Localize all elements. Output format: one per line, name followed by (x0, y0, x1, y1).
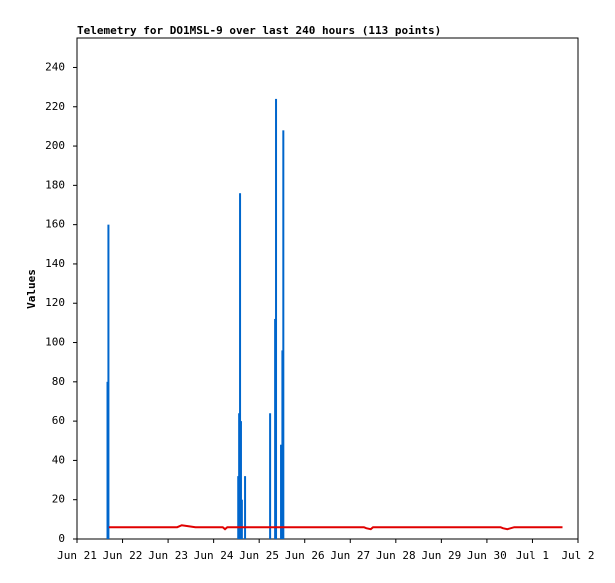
x-tick-label: Jun 23 (148, 549, 188, 562)
y-tick-label: 240 (45, 60, 65, 73)
x-tick-label: Jun 28 (376, 549, 416, 562)
y-tick-label: 60 (52, 414, 65, 427)
x-tick-label: Jun 27 (330, 549, 370, 562)
y-tick-label: 20 (52, 493, 65, 506)
y-tick-label: 220 (45, 100, 65, 113)
y-tick-label: 180 (45, 178, 65, 191)
bar (280, 444, 283, 539)
x-tick-label: Jun 30 (467, 549, 507, 562)
bar (239, 193, 242, 539)
y-tick-label: 120 (45, 296, 65, 309)
bar (282, 130, 285, 539)
x-tick-label: Jun 29 (421, 549, 461, 562)
bar (107, 224, 110, 539)
x-tick-label: Jun 22 (103, 549, 143, 562)
bar (244, 476, 247, 539)
x-tick-label: Jun 26 (285, 549, 325, 562)
bar (275, 98, 278, 539)
y-tick-label: 160 (45, 218, 65, 231)
y-tick-label: 140 (45, 257, 65, 270)
y-tick-label: 0 (58, 532, 65, 545)
bar (269, 413, 272, 539)
y-tick-label: 100 (45, 336, 65, 349)
y-tick-label: 200 (45, 139, 65, 152)
x-tick-label: Jun 21 (57, 549, 97, 562)
bar (240, 499, 243, 539)
y-axis-label: Values (25, 269, 38, 309)
chart-title: Telemetry for DO1MSL-9 over last 240 hou… (77, 24, 441, 37)
line (108, 524, 563, 531)
y-tick-label: 80 (52, 375, 65, 388)
x-tick-label: Jun 25 (239, 549, 279, 562)
x-tick-label: Jul 2 (561, 549, 594, 562)
x-tick-label: Jun 24 (194, 549, 234, 562)
x-tick-label: Jul 1 (516, 549, 549, 562)
plot-frame (76, 37, 579, 540)
y-tick-label: 40 (52, 453, 65, 466)
bar (239, 421, 242, 539)
